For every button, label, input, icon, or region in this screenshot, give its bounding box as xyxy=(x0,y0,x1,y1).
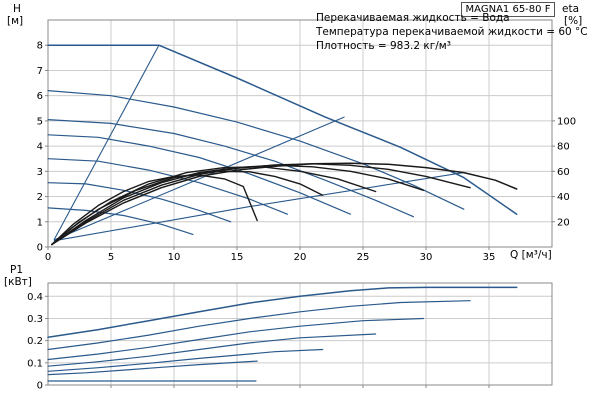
x-tick-label: 30 xyxy=(420,252,433,263)
series-rise-line-2 xyxy=(53,116,345,241)
x-tick-label: 0 xyxy=(45,252,51,263)
annotation-fluid: Перекачиваемая жидкость = Вода xyxy=(316,12,510,24)
x-tick-label: 25 xyxy=(357,252,370,263)
pump-model-badge: MAGNA1 65-80 F xyxy=(461,2,555,17)
x-tick-label: 5 xyxy=(108,252,114,263)
series-power-3 xyxy=(47,317,425,361)
y2-tick-label: 20 xyxy=(557,217,570,228)
ticks: 0 0.1 0.2 0.3 0.4 xyxy=(27,292,490,392)
annotation-density: Плотность = 983.2 кг/м³ xyxy=(316,40,451,52)
q-axis-label: Q [м³/ч] xyxy=(510,249,552,261)
h-axis-symbol: H xyxy=(13,3,21,15)
series-power-max xyxy=(47,286,518,339)
series-eta-curve-6 xyxy=(51,174,258,246)
fluid-annotations: Перекачиваемая жидкость = Вода Температу… xyxy=(316,11,588,53)
series-speed-curve-1 xyxy=(47,89,465,210)
y-tick-label: 0.1 xyxy=(27,358,43,369)
eta-axis-unit: [%] xyxy=(564,15,583,27)
y-tick-label: 0.2 xyxy=(27,336,43,347)
y-tick-label: 0.3 xyxy=(27,314,43,325)
y2-tick-label: 60 xyxy=(557,167,570,178)
y-tick-label: 5 xyxy=(37,116,43,127)
x-tick-label: 15 xyxy=(231,252,244,263)
h-axis-unit: [м] xyxy=(7,15,24,27)
y-tick-label: 0.4 xyxy=(27,292,43,303)
series-speed-curve-2 xyxy=(47,118,414,218)
gridlines xyxy=(48,20,552,247)
x-tick-label: 10 xyxy=(168,252,181,263)
series-power-5 xyxy=(47,348,324,372)
p1-axis-symbol: P1 xyxy=(10,264,24,276)
annotation-temperature: Температура перекачиваемой жидкости = 60… xyxy=(316,26,588,38)
y-tick-label: 0 xyxy=(37,381,43,392)
series-speed-curve-3 xyxy=(47,134,351,215)
y2-tick-label: 100 xyxy=(557,116,576,127)
x-tick-label: 20 xyxy=(294,252,307,263)
y-tick-label: 0 xyxy=(37,243,43,254)
qh-chart: 0 5 10 15 20 25 30 35 0 1 2 3 4 5 6 7 8 100 80 60 40 20 xyxy=(37,19,576,263)
series-speed-curve-6 xyxy=(47,207,194,235)
x-tick-label: 35 xyxy=(483,252,496,263)
series-power-4 xyxy=(47,333,377,367)
y-tick-label: 4 xyxy=(37,142,43,153)
y-tick-label: 3 xyxy=(37,167,43,178)
ticks: 0 5 10 15 20 25 30 35 0 1 2 3 4 5 6 7 8 100 80 60 40 20 xyxy=(37,41,576,263)
series-rise-line-1 xyxy=(53,44,160,240)
power-chart: 0 0.1 0.2 0.3 0.4 xyxy=(27,282,553,392)
series-rise-line-3 xyxy=(53,172,465,242)
series-power-2 xyxy=(47,300,471,351)
y-tick-label: 7 xyxy=(37,66,43,77)
y2-tick-label: 80 xyxy=(557,142,570,153)
y-tick-label: 8 xyxy=(37,41,43,52)
p1-axis-unit: [кВт] xyxy=(4,276,32,288)
series-eta-curve-5 xyxy=(51,170,324,246)
y2-tick-label: 40 xyxy=(557,192,570,203)
eta-axis-symbol: eta xyxy=(562,3,580,15)
y-tick-label: 2 xyxy=(37,192,43,203)
y-tick-label: 1 xyxy=(37,217,43,228)
y-tick-label: 6 xyxy=(37,91,43,102)
series-power-6 xyxy=(47,360,258,376)
